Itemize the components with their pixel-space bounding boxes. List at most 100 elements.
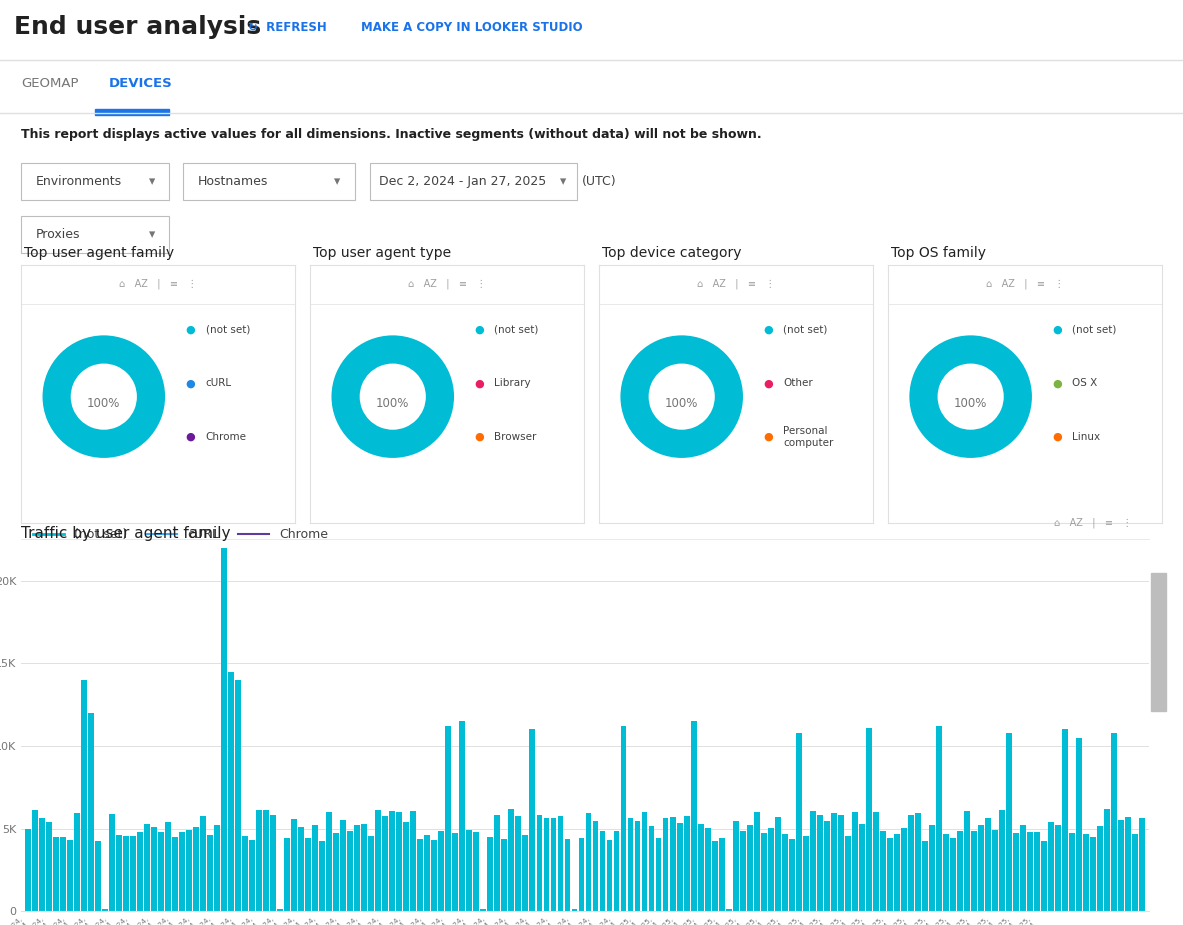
Bar [627,818,633,911]
Bar [1104,809,1110,911]
Bar [291,820,297,911]
Bar [60,836,66,911]
Text: Dec 2, 2024 - Jan 27, 2025: Dec 2, 2024 - Jan 27, 2025 [379,175,545,189]
FancyBboxPatch shape [183,164,355,200]
Bar [557,816,563,911]
Bar [425,835,431,911]
Bar [564,839,570,911]
Bar [1055,825,1061,911]
Bar [929,825,935,911]
Text: ⌂   AZ   |   ≡   ⋮: ⌂ AZ | ≡ ⋮ [1054,517,1132,527]
Text: ●: ● [1052,325,1062,335]
Bar [284,838,290,911]
Bar [1041,841,1047,911]
Bar [75,813,80,911]
Bar [250,840,256,911]
Bar [418,839,424,911]
Text: 100%: 100% [376,398,409,411]
Bar [516,816,522,911]
Text: Linux: Linux [1072,432,1100,442]
Bar [180,832,186,911]
Wedge shape [620,336,743,458]
Bar [670,817,675,911]
Text: ↻  REFRESH: ↻ REFRESH [248,20,328,33]
Bar [312,825,318,911]
Bar [789,839,795,911]
Bar [334,833,340,911]
Text: Chrome: Chrome [206,432,246,442]
Bar [264,809,270,911]
Bar [151,828,157,911]
Bar [480,909,486,911]
Bar [103,909,109,911]
FancyBboxPatch shape [21,216,169,253]
Bar [411,811,416,911]
Bar [1068,832,1074,911]
Bar [432,840,438,911]
Text: ▾: ▾ [561,175,567,189]
Bar [1048,821,1054,911]
Bar [725,909,731,911]
Text: ⌂   AZ   |   ≡   ⋮: ⌂ AZ | ≡ ⋮ [985,278,1064,289]
Wedge shape [910,336,1032,458]
Bar [389,810,395,911]
Bar [852,812,858,911]
Bar [893,834,899,911]
Bar [1013,833,1019,911]
Bar [859,824,865,911]
Legend: (not set), cURL, Chrome: (not set), cURL, Chrome [27,523,332,546]
Bar [1151,574,1165,711]
Bar [200,816,206,911]
Bar [25,830,31,911]
Bar [277,909,284,911]
Bar [641,812,647,911]
Bar [1082,833,1088,911]
Bar [1006,733,1011,911]
Bar [634,820,640,911]
Bar [838,815,843,911]
Text: Other: Other [783,378,813,388]
Bar [187,830,193,911]
Bar [466,830,472,911]
Bar [711,841,718,911]
FancyBboxPatch shape [21,164,169,200]
Text: (not set): (not set) [1072,325,1117,335]
Bar [873,812,879,911]
Bar [732,820,738,911]
Bar [809,811,815,911]
Bar [796,733,802,911]
Bar [530,729,536,911]
Bar [600,831,606,911]
Bar [886,838,893,911]
Text: DEVICES: DEVICES [109,78,173,91]
Bar [173,837,179,911]
Bar [1034,832,1040,911]
Text: Top device category: Top device category [601,246,741,260]
Bar [718,838,724,911]
Bar [1061,729,1067,911]
Bar [221,518,227,911]
Bar [648,826,654,911]
Bar [67,840,73,911]
Bar [746,825,752,911]
Bar [922,842,927,911]
Bar [607,840,613,911]
Bar [1027,832,1033,911]
Bar [228,672,234,911]
Text: Personal
computer: Personal computer [783,426,834,448]
Bar [914,813,920,911]
Text: ▾: ▾ [335,175,341,189]
Bar [1139,818,1145,911]
Text: ●: ● [186,432,195,442]
Text: cURL: cURL [206,378,232,388]
Bar [1075,737,1081,911]
Bar [382,816,388,911]
Bar [53,836,59,911]
Bar [977,824,983,911]
Bar [459,722,465,911]
Bar [523,835,529,911]
Bar [144,824,150,911]
Bar [984,819,990,911]
Bar [823,820,829,911]
Bar [593,821,599,911]
